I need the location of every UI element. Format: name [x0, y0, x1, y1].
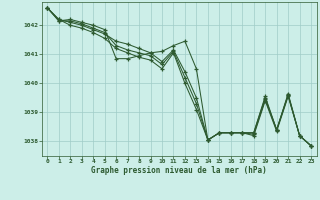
X-axis label: Graphe pression niveau de la mer (hPa): Graphe pression niveau de la mer (hPa) [91, 166, 267, 175]
